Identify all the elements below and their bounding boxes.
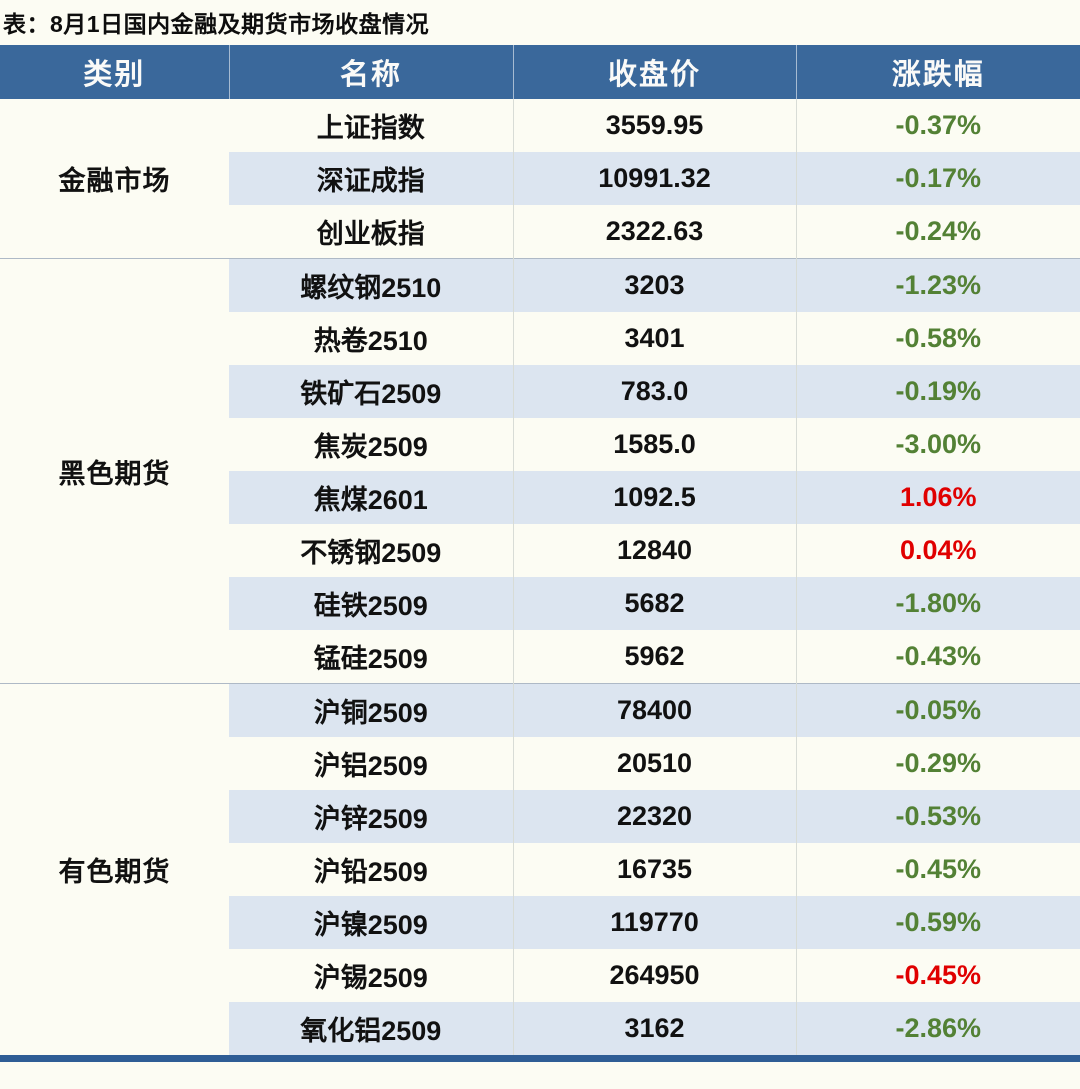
name-cell: 焦煤2601 xyxy=(229,471,513,524)
table-row: 沪铝2509 20510 -0.29% xyxy=(0,737,1080,790)
name-cell: 热卷2510 xyxy=(313,326,428,356)
change-cell: 0.04% xyxy=(795,524,1080,577)
table-row: 热卷2510 3401 -0.58% xyxy=(0,312,1080,365)
close-cell: 20510 xyxy=(512,737,796,790)
table-row: 有色期货 沪铜2509 78400 -0.05% xyxy=(0,683,1080,1055)
change-cell: -1.80% xyxy=(795,577,1080,630)
column-header-change: 涨跌幅 xyxy=(795,45,1080,99)
table-row: 氧化铝2509 3162 -2.86% xyxy=(0,1002,1080,1055)
close-cell: 783.0 xyxy=(512,365,796,418)
name-cell: 深证成指 xyxy=(229,152,513,205)
table-row: 焦炭2509 1585.0 -3.00% xyxy=(0,418,1080,471)
close-cell: 22320 xyxy=(512,790,796,843)
table-bottom-border xyxy=(0,1055,1080,1062)
change-cell: -0.45% xyxy=(795,843,1080,896)
category-cell: 有色期货 xyxy=(0,683,229,1055)
table-row: 沪铅2509 16735 -0.45% xyxy=(0,843,1080,896)
name-cell: 创业板指 xyxy=(316,219,425,249)
name-cell: 硅铁2509 xyxy=(229,577,513,630)
close-cell: 5682 xyxy=(512,577,796,630)
change-cell: -2.86% xyxy=(795,1002,1080,1055)
change-cell: -0.29% xyxy=(795,737,1080,790)
table-row: 不锈钢2509 12840 0.04% xyxy=(0,524,1080,577)
name-cell: 沪铝2509 xyxy=(313,751,428,781)
change-cell: -0.37% xyxy=(795,99,1080,152)
close-cell: 10991.32 xyxy=(512,152,796,205)
table-row: 金融市场 上证指数 3559.95 -0.37% xyxy=(0,99,1080,196)
change-cell: -0.05% xyxy=(795,683,1080,737)
change-cell: -0.24% xyxy=(795,205,1080,259)
table-row: 创业板指 2322.63 -0.24% xyxy=(0,205,1080,259)
close-cell: 3401 xyxy=(512,312,796,365)
close-cell: 1092.5 xyxy=(512,471,796,524)
column-header-category: 类别 xyxy=(0,45,229,99)
change-cell: -1.23% xyxy=(795,258,1080,312)
change-cell: -0.59% xyxy=(795,896,1080,949)
close-cell: 3203 xyxy=(512,258,796,312)
category-cell: 黑色期货 xyxy=(0,258,229,684)
name-cell: 不锈钢2509 xyxy=(300,538,442,568)
table-row: 硅铁2509 5682 -1.80% xyxy=(0,577,1080,630)
market-table: 类别 名称 收盘价 涨跌幅 金融市场 上证指数 3559.95 -0.37% 深证成指 1… xyxy=(0,45,1080,1055)
change-cell: -0.58% xyxy=(795,312,1080,365)
change-cell: -0.19% xyxy=(795,365,1080,418)
table-row: 沪锡2509 264950 -0.45% xyxy=(0,949,1080,1002)
column-header-name: 名称 xyxy=(228,45,513,99)
table-row: 沪镍2509 119770 -0.59% xyxy=(0,896,1080,949)
change-cell: -0.17% xyxy=(795,152,1080,205)
change-cell: -0.45% xyxy=(795,949,1080,1002)
close-cell: 12840 xyxy=(512,524,796,577)
category-cell: 金融市场 xyxy=(58,166,171,196)
name-cell: 螺纹钢2510 xyxy=(229,258,513,312)
change-cell: -3.00% xyxy=(795,418,1080,471)
change-cell: 1.06% xyxy=(795,471,1080,524)
table-header-row: 类别 名称 收盘价 涨跌幅 xyxy=(0,45,1080,99)
table-row: 铁矿石2509 783.0 -0.19% xyxy=(0,365,1080,418)
table-body: 金融市场 上证指数 3559.95 -0.37% 深证成指 10991.32 -0.17% 创… xyxy=(0,99,1080,1055)
table-row: 黑色期货 螺纹钢2510 3203 -1.23% xyxy=(0,258,1080,684)
name-cell: 上证指数 xyxy=(316,113,425,143)
close-cell: 5962 xyxy=(512,630,796,684)
close-cell: 2322.63 xyxy=(512,205,796,259)
name-cell: 沪铜2509 xyxy=(229,683,513,737)
table-row: 深证成指 10991.32 -0.17% xyxy=(0,152,1080,205)
close-cell: 119770 xyxy=(512,896,796,949)
table-row: 锰硅2509 5962 -0.43% xyxy=(0,630,1080,684)
change-cell: -0.53% xyxy=(795,790,1080,843)
close-cell: 3559.95 xyxy=(512,99,796,152)
page-title: 表：8月1日国内金融及期货市场收盘情况 xyxy=(3,11,430,37)
name-cell: 氧化铝2509 xyxy=(229,1002,513,1055)
column-header-close: 收盘价 xyxy=(512,45,796,99)
close-cell: 78400 xyxy=(512,683,796,737)
name-cell: 锰硅2509 xyxy=(313,644,428,674)
close-cell: 16735 xyxy=(512,843,796,896)
close-cell: 1585.0 xyxy=(512,418,796,471)
name-cell: 沪锌2509 xyxy=(229,790,513,843)
name-cell: 沪镍2509 xyxy=(229,896,513,949)
change-cell: -0.43% xyxy=(795,630,1080,684)
table-row: 沪锌2509 22320 -0.53% xyxy=(0,790,1080,843)
name-cell: 铁矿石2509 xyxy=(229,365,513,418)
name-cell: 沪锡2509 xyxy=(313,963,428,993)
name-cell: 焦炭2509 xyxy=(313,432,428,462)
close-cell: 264950 xyxy=(512,949,796,1002)
name-cell: 沪铅2509 xyxy=(313,857,428,887)
close-cell: 3162 xyxy=(512,1002,796,1055)
table-row: 焦煤2601 1092.5 1.06% xyxy=(0,471,1080,524)
